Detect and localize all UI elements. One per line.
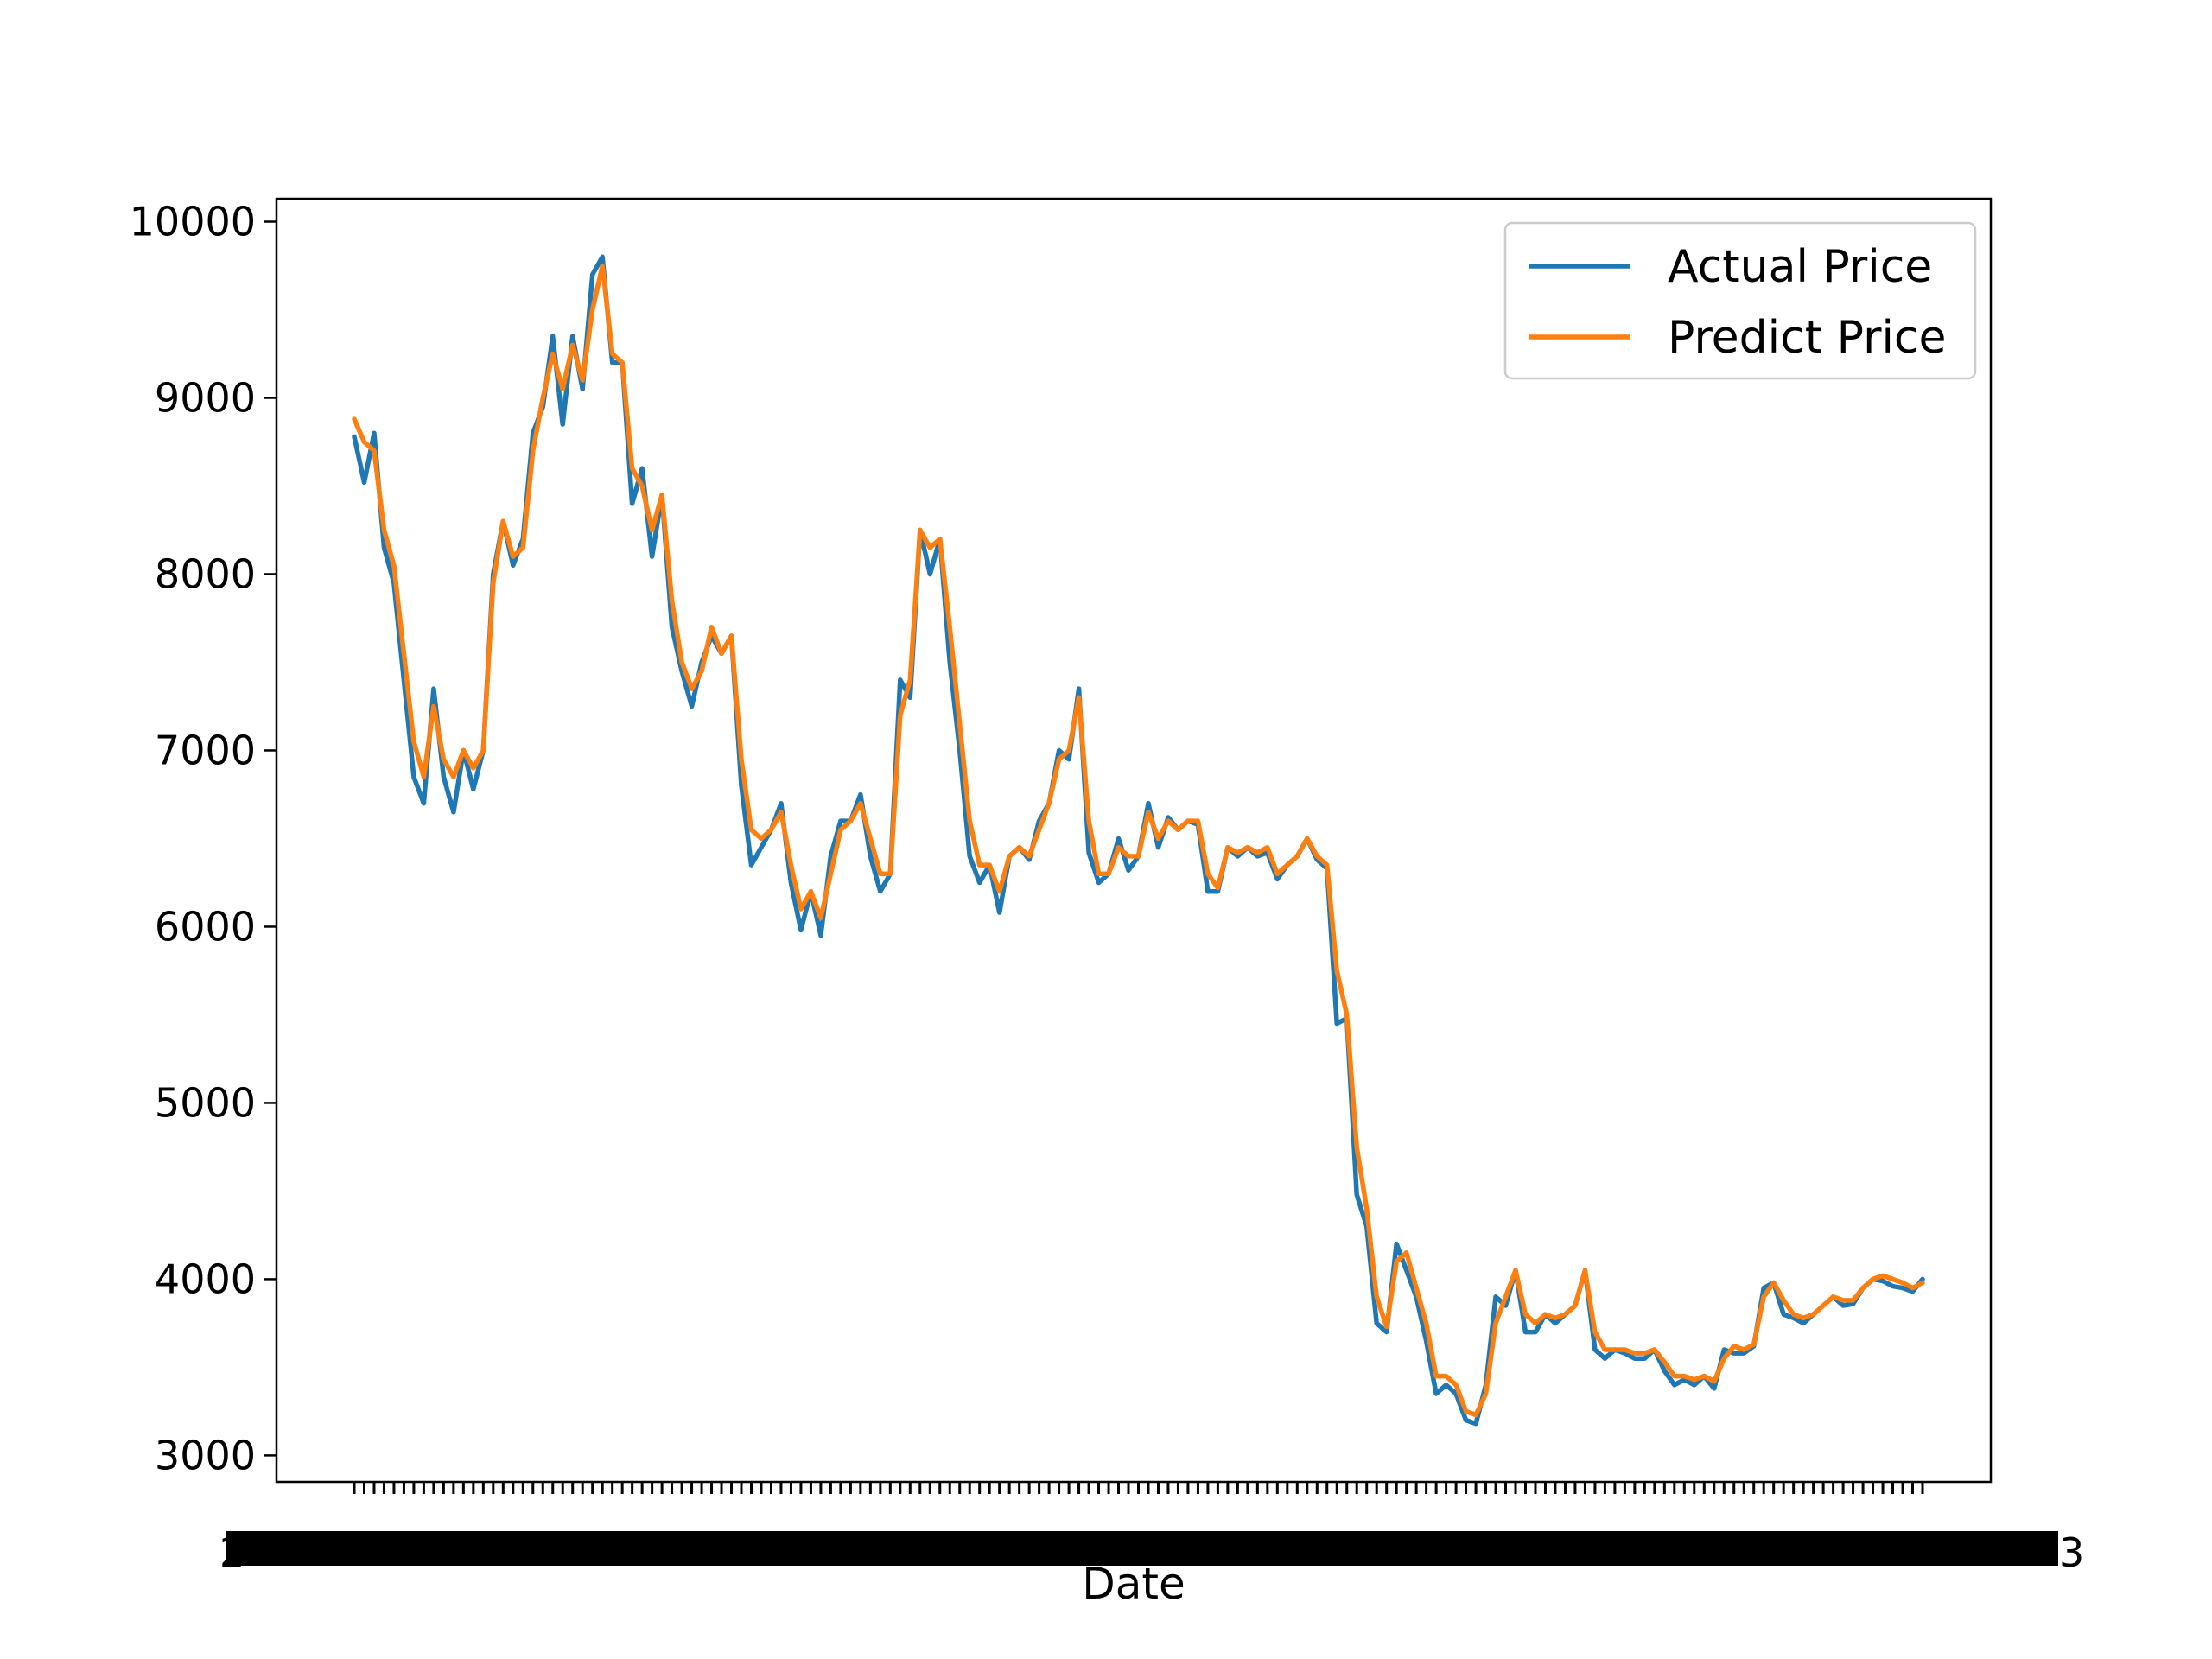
legend-label: Predict Price xyxy=(1668,312,1947,364)
x-tick-label-band xyxy=(226,1531,2058,1566)
x-axis-title: Date xyxy=(1082,1559,1185,1609)
y-tick-label: 4000 xyxy=(155,1255,256,1302)
y-tick-label: 3000 xyxy=(155,1432,256,1478)
series-line-predict-price xyxy=(352,263,1925,1418)
y-tick-label: 7000 xyxy=(155,727,256,773)
plot-frame xyxy=(275,197,1993,1484)
y-tick-label: 9000 xyxy=(155,375,256,422)
y-tick-label: 8000 xyxy=(155,550,256,597)
y-axis: 3000 4000 5000 6000 7000 8000 9000 10000 xyxy=(130,199,276,1478)
y-tick-label: 5000 xyxy=(155,1079,256,1126)
legend: Actual Price Predict Price xyxy=(1503,221,1977,380)
legend-box xyxy=(1503,221,1977,380)
y-tick-label: 6000 xyxy=(155,903,256,950)
x-tick-label-last: 3 xyxy=(2059,1529,2084,1576)
series-layer xyxy=(352,254,1925,1427)
x-tick-label-first: 2 xyxy=(219,1529,245,1576)
y-tick-label: 10000 xyxy=(130,199,256,245)
legend-label: Actual Price xyxy=(1668,241,1932,293)
